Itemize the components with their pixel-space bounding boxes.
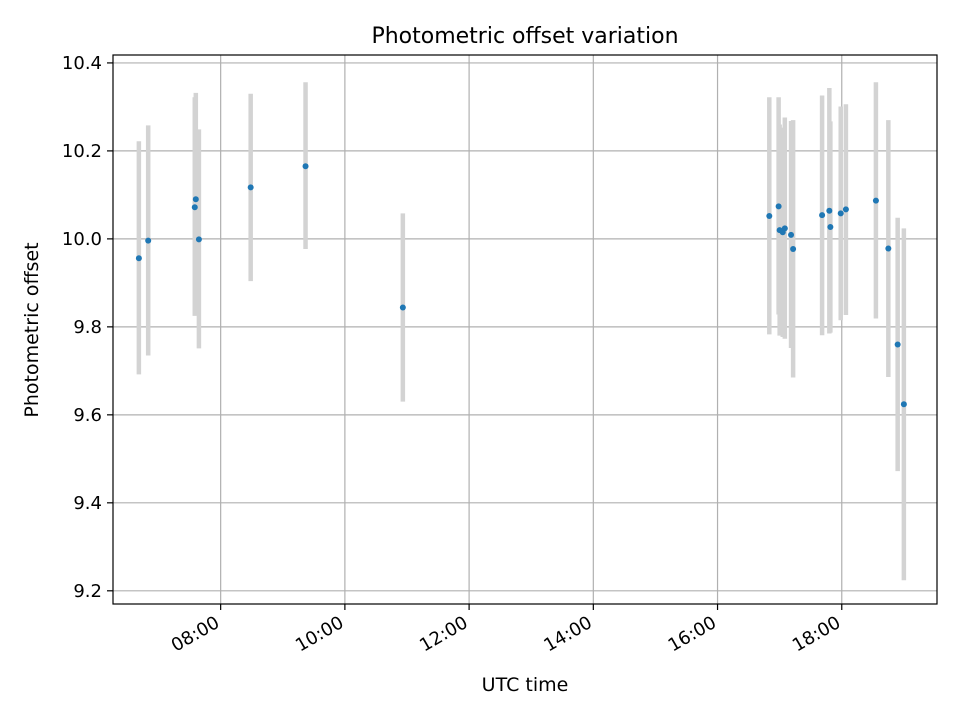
data-point bbox=[135, 255, 142, 262]
data-point bbox=[766, 213, 773, 220]
x-tick-label: 10:00 bbox=[292, 612, 347, 656]
data-point bbox=[191, 204, 198, 211]
data-point bbox=[399, 304, 406, 311]
data-point bbox=[826, 207, 833, 214]
data-points bbox=[135, 163, 907, 408]
data-point bbox=[827, 224, 834, 231]
y-tick-label: 9.2 bbox=[73, 581, 102, 602]
y-tick-label: 10.0 bbox=[62, 229, 102, 250]
data-point bbox=[775, 203, 782, 210]
x-tick-label: 08:00 bbox=[168, 612, 223, 656]
data-point bbox=[145, 237, 152, 244]
data-point bbox=[837, 210, 844, 217]
data-point bbox=[781, 225, 788, 232]
y-tick-label: 9.4 bbox=[73, 493, 102, 514]
y-tick-label: 10.2 bbox=[62, 141, 102, 162]
data-point bbox=[788, 231, 795, 238]
y-tick-label: 10.4 bbox=[62, 53, 102, 74]
data-point bbox=[819, 212, 826, 219]
data-point bbox=[192, 196, 199, 203]
y-axis-ticks: 9.2 9.4 9.6 9.8 10.0 10.2 10.4 bbox=[62, 53, 113, 602]
data-point bbox=[195, 236, 202, 243]
data-point bbox=[842, 206, 849, 213]
data-point bbox=[872, 197, 879, 204]
x-tick-label: 12:00 bbox=[416, 612, 471, 656]
data-point bbox=[894, 341, 901, 348]
plot-frame bbox=[112, 54, 938, 605]
error-bars bbox=[136, 82, 907, 581]
x-axis-ticks: 08:00 10:00 12:00 14:00 16:00 18:00 bbox=[168, 604, 844, 656]
data-point bbox=[302, 163, 309, 170]
data-point bbox=[900, 401, 907, 408]
y-axis-label: Photometric offset bbox=[21, 242, 43, 417]
x-axis-label: UTC time bbox=[482, 674, 569, 696]
x-tick-label: 18:00 bbox=[789, 612, 844, 656]
x-tick-label: 14:00 bbox=[540, 612, 595, 656]
data-point bbox=[885, 245, 892, 252]
y-tick-label: 9.6 bbox=[73, 405, 102, 426]
data-point bbox=[247, 184, 254, 191]
y-tick-label: 9.8 bbox=[73, 317, 102, 338]
x-tick-label: 16:00 bbox=[665, 612, 720, 656]
data-point bbox=[790, 245, 797, 252]
chart-title: Photometric offset variation bbox=[371, 24, 678, 49]
grid bbox=[113, 55, 937, 604]
